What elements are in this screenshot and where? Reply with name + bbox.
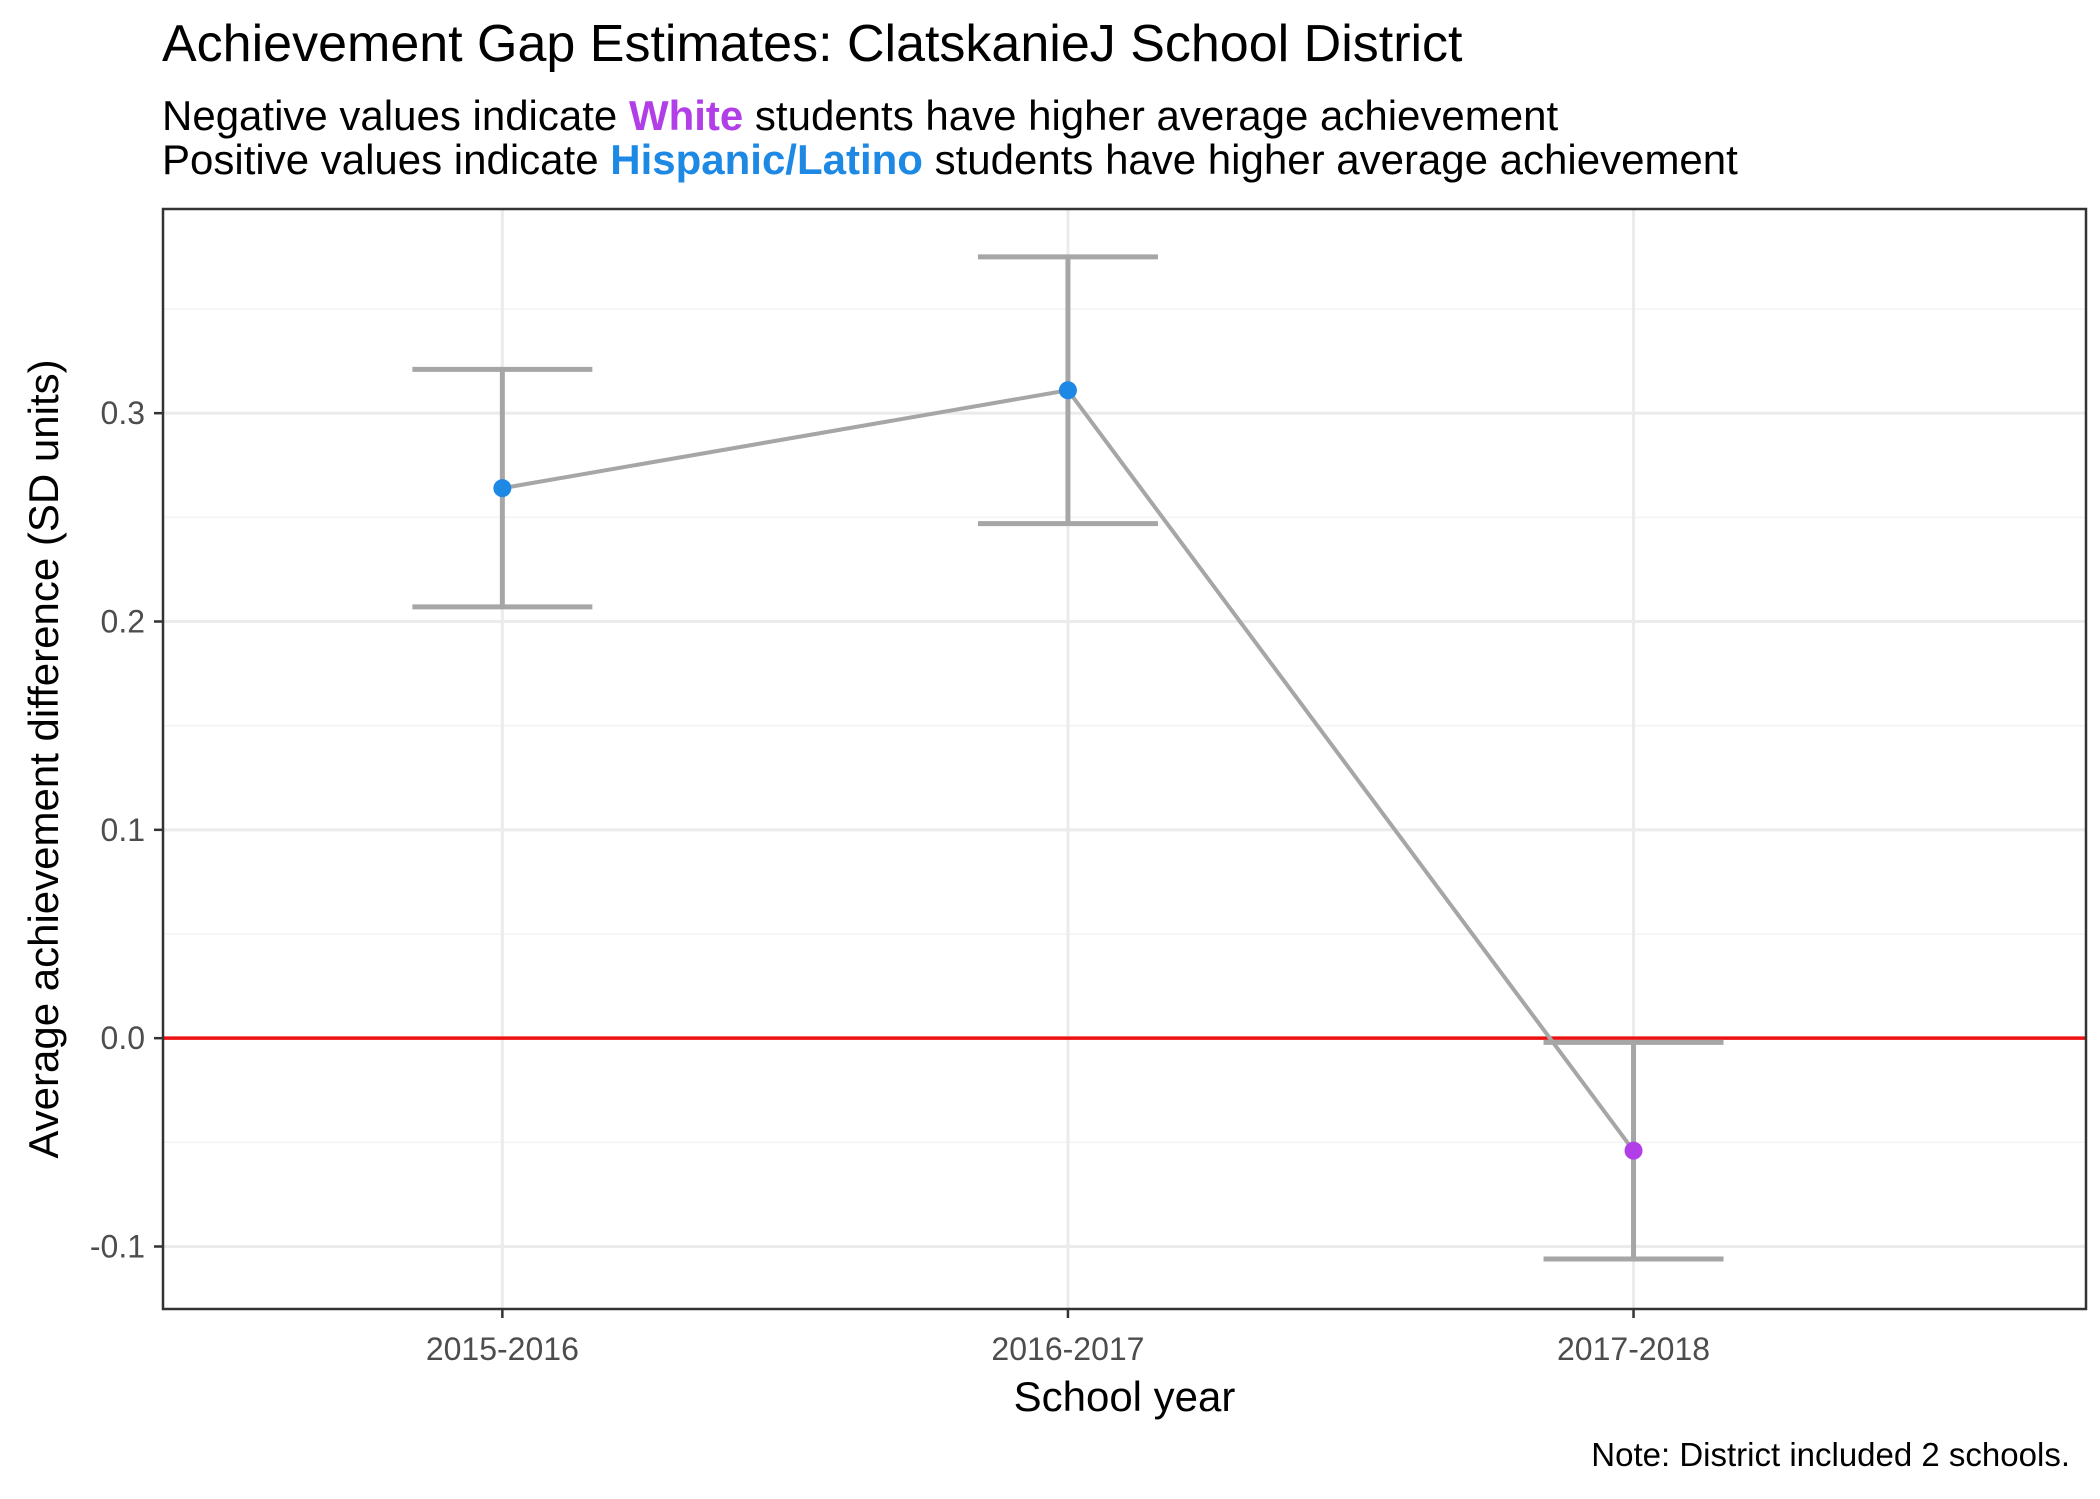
subtitle-hispanic-label: Hispanic/Latino <box>610 136 923 183</box>
caption-note: Note: District included 2 schools. <box>1591 1436 2070 1473</box>
subtitle-positive-prefix: Positive values indicate <box>162 136 611 183</box>
y-tick-label: 0.0 <box>101 1020 145 1056</box>
y-tick-label: 0.1 <box>101 812 145 848</box>
plot-border <box>161 207 2088 1311</box>
chart-title: Achievement Gap Estimates: ClatskanieJ S… <box>162 15 1463 73</box>
x-tick-label: 2015-2016 <box>426 1331 579 1367</box>
y-axis-title: Average achievement difference (SD units… <box>20 359 67 1158</box>
subtitle-white-label: White <box>628 92 744 139</box>
x-tick-label: 2017-2018 <box>1557 1331 1710 1367</box>
plot-panel <box>163 209 2086 1309</box>
y-tick-label: 0.2 <box>101 604 145 640</box>
y-tick-label: -0.1 <box>90 1229 145 1265</box>
y-tick-label: 0.3 <box>101 395 145 431</box>
subtitle-positive-suffix: students have higher average achievement <box>922 136 1738 183</box>
subtitle-negative-prefix: Negative values indicate <box>162 92 629 139</box>
data-point-2017-2018 <box>1624 1141 1643 1160</box>
data-point-2016-2017 <box>1058 381 1077 400</box>
data-point-2015-2016 <box>493 479 512 498</box>
x-tick-label: 2016-2017 <box>991 1331 1144 1367</box>
x-axis-title: School year <box>1014 1373 1236 1420</box>
subtitle-positive: Positive values indicate Hispanic/Latino… <box>162 136 1738 184</box>
subtitle-negative: Negative values indicate White students … <box>162 92 1558 140</box>
subtitle-negative-suffix: students have higher average achievement <box>743 92 1559 139</box>
